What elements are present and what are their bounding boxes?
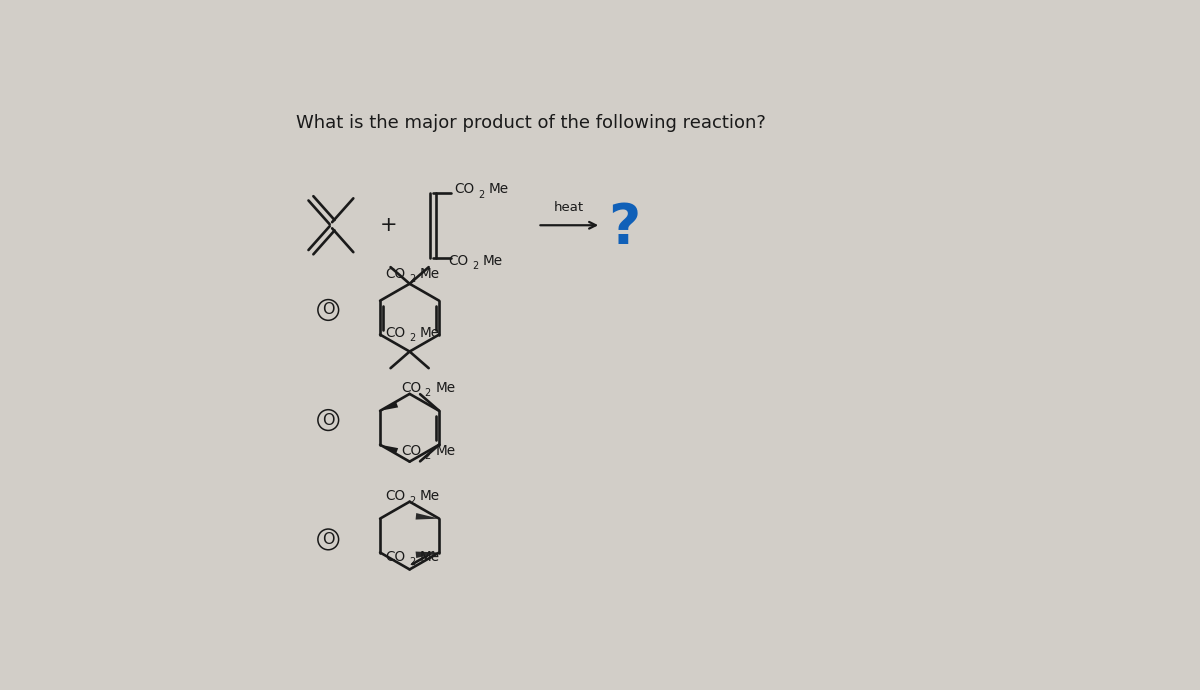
Text: heat: heat <box>554 201 584 215</box>
Text: CO: CO <box>385 550 406 564</box>
Text: CO: CO <box>455 182 475 197</box>
Text: CO: CO <box>401 444 421 458</box>
Text: CO: CO <box>385 326 406 340</box>
Text: 2: 2 <box>425 388 431 398</box>
Text: O: O <box>322 532 335 547</box>
Text: O: O <box>322 413 335 428</box>
Text: CO: CO <box>401 381 421 395</box>
Text: 2: 2 <box>409 333 415 343</box>
Text: +: + <box>380 215 397 235</box>
Text: What is the major product of the following reaction?: What is the major product of the followi… <box>295 114 766 132</box>
Text: Me: Me <box>488 182 509 197</box>
Text: 2: 2 <box>409 558 415 567</box>
Polygon shape <box>415 513 439 520</box>
Text: 2: 2 <box>425 451 431 461</box>
Text: Me: Me <box>420 550 439 564</box>
Text: 2: 2 <box>409 495 415 506</box>
Text: CO: CO <box>449 254 468 268</box>
Text: O: O <box>322 302 335 317</box>
Polygon shape <box>415 551 439 558</box>
Text: CO: CO <box>385 267 406 281</box>
Text: CO: CO <box>385 489 406 502</box>
Text: 2: 2 <box>409 274 415 284</box>
Text: Me: Me <box>420 489 439 502</box>
Polygon shape <box>380 444 398 453</box>
Text: 2: 2 <box>478 190 485 199</box>
Polygon shape <box>380 402 398 411</box>
Text: 2: 2 <box>472 262 478 271</box>
Text: Me: Me <box>482 254 503 268</box>
Text: Me: Me <box>420 326 439 340</box>
Text: Me: Me <box>436 444 455 458</box>
Text: Me: Me <box>420 267 439 281</box>
Text: Me: Me <box>436 381 455 395</box>
Text: ?: ? <box>608 201 641 255</box>
